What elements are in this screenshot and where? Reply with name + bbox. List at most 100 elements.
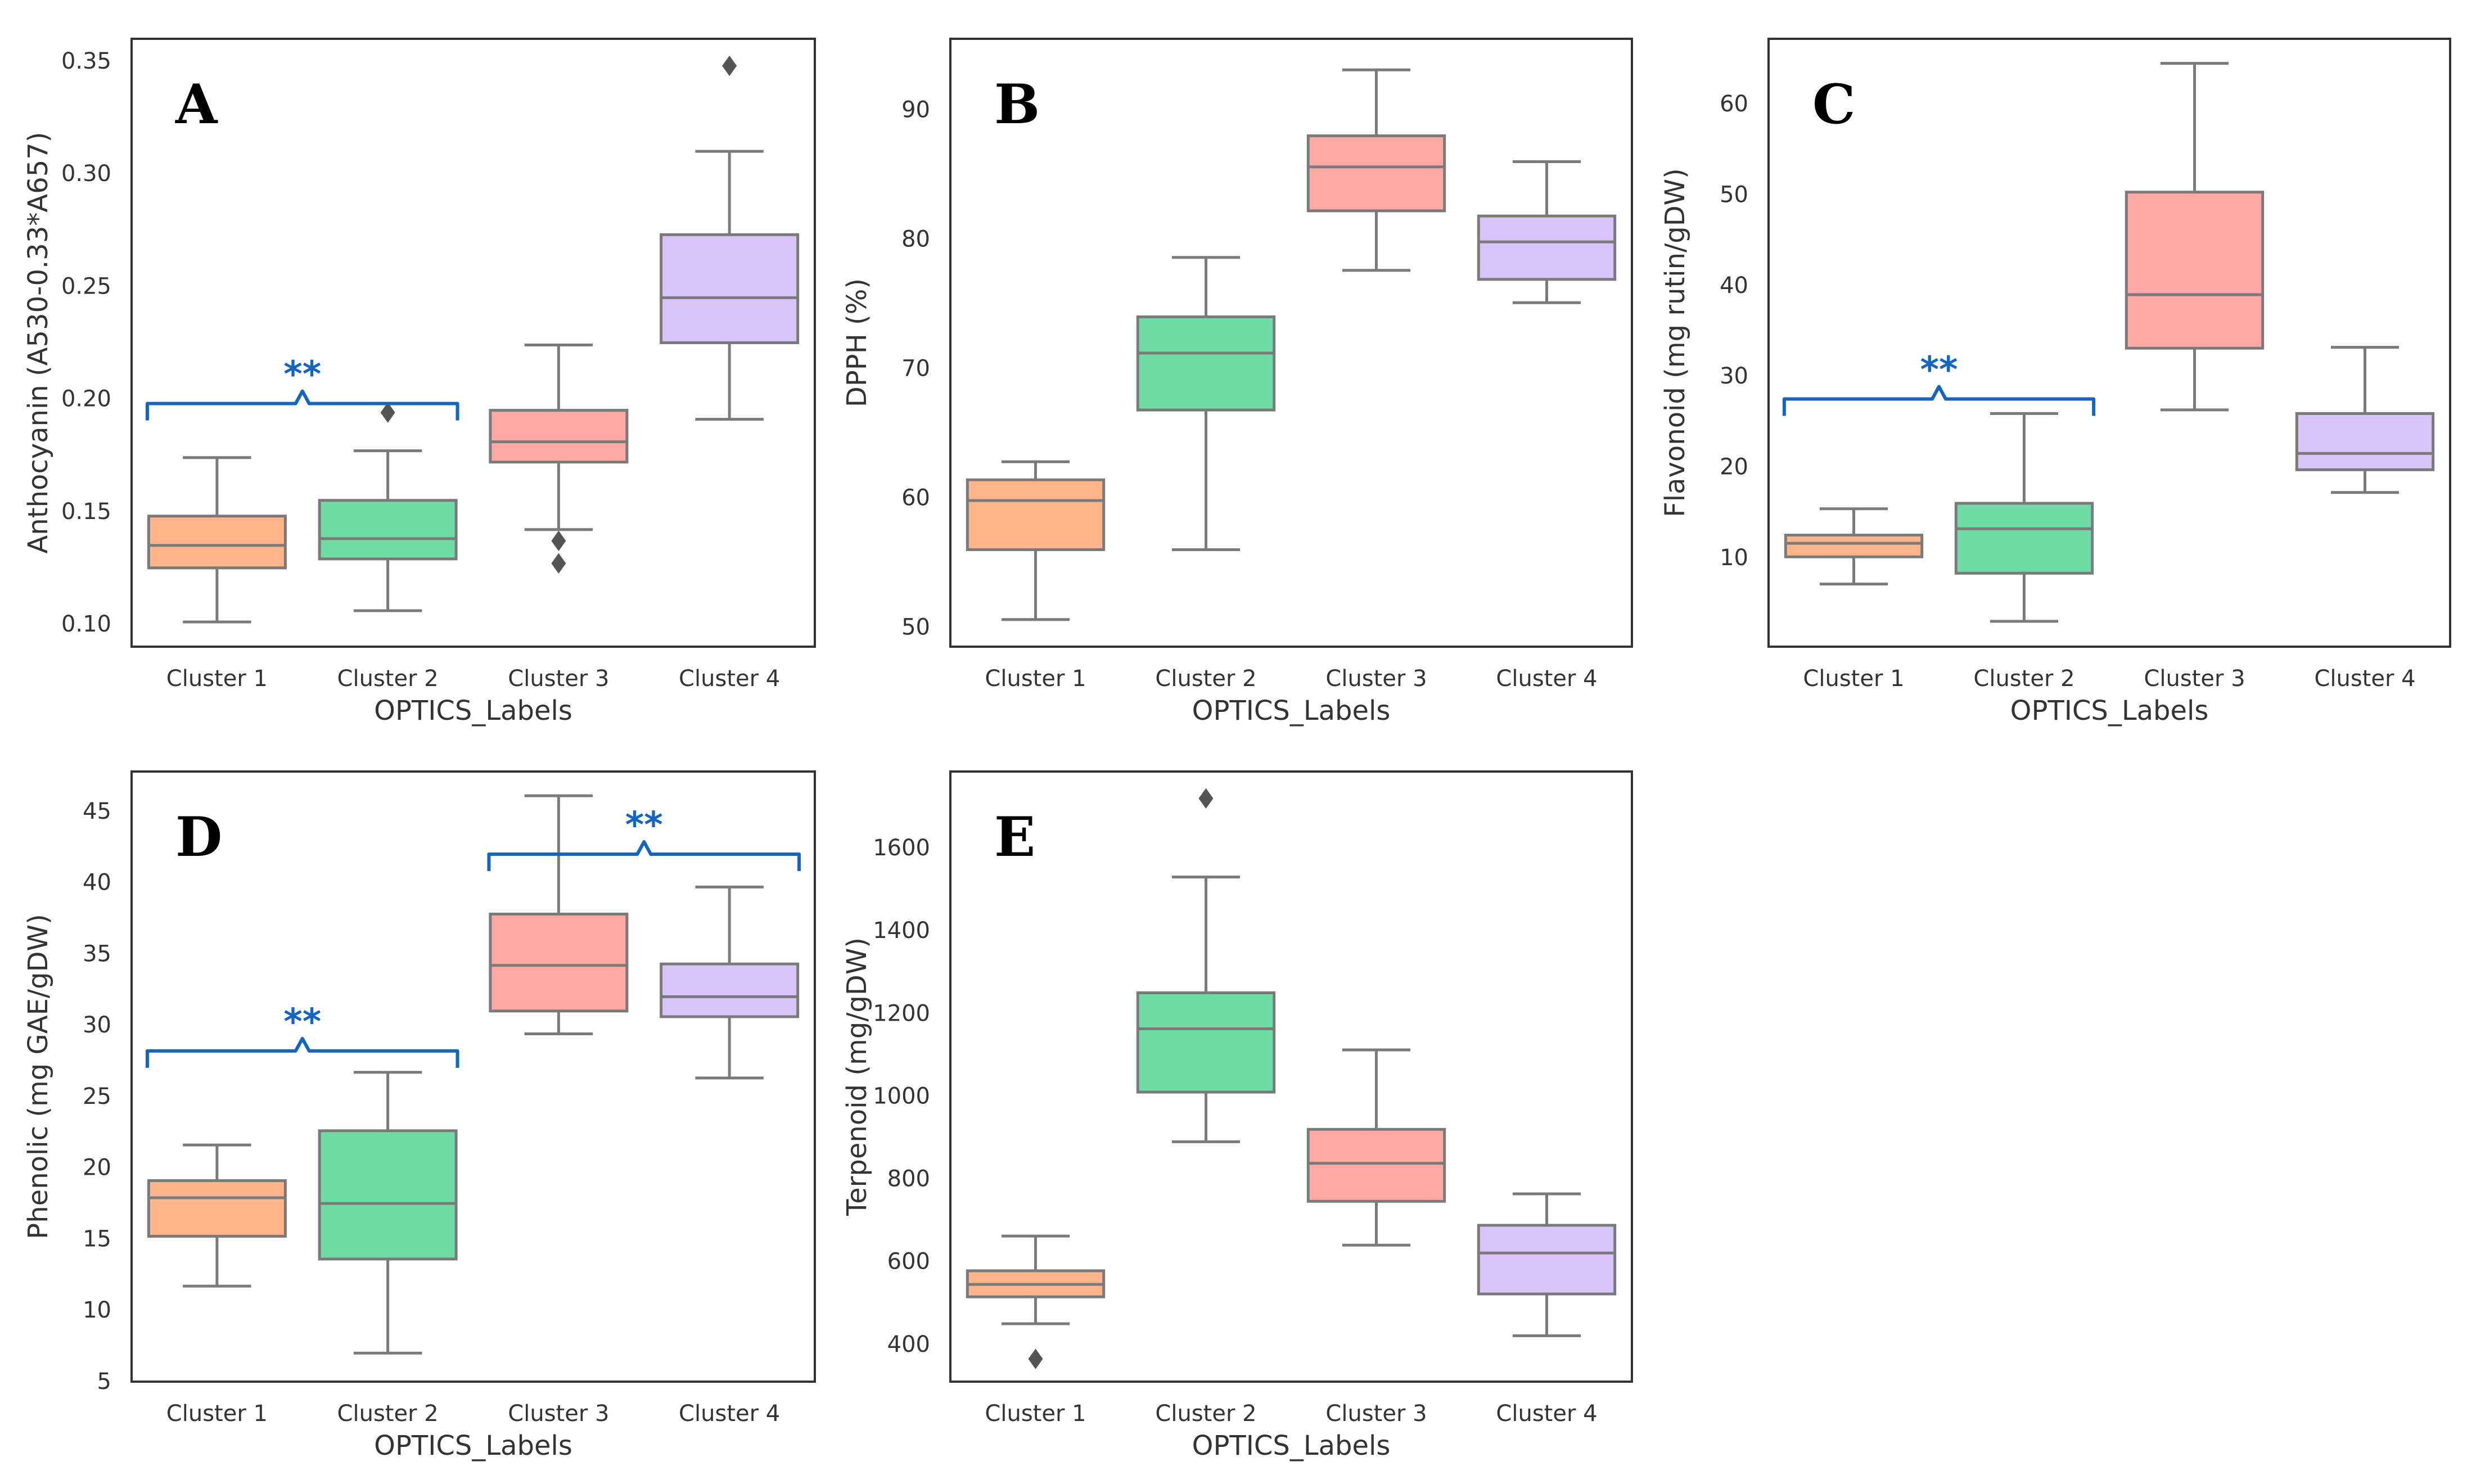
bracket-line <box>145 1036 459 1068</box>
iqr-box <box>1136 991 1276 1094</box>
x-tick-label: Cluster 1 <box>166 666 268 692</box>
y-tick-label: 45 <box>83 799 111 824</box>
significance-label: ** <box>1920 350 1958 391</box>
box-1 <box>966 460 1106 621</box>
y-axis-label: Phenolic (mg GAE/gDW) <box>22 914 54 1239</box>
outlier-point <box>1028 1348 1043 1369</box>
y-tick-label: 1200 <box>873 1000 930 1026</box>
panel-b: 50 60 70 80 90 Cluster 1 Cluster 2 Cluster 3 Clu… <box>841 38 1633 727</box>
panel-letter: A <box>175 73 218 136</box>
box-1 <box>147 456 287 624</box>
x-axis-label: OPTICS_Labels <box>374 695 572 727</box>
y-tick-label: 1600 <box>873 835 930 861</box>
plot-frame <box>949 770 1633 1383</box>
y-tick-label: 0.25 <box>61 273 111 299</box>
y-tick-label: 90 <box>901 97 930 123</box>
plot-frame <box>130 38 816 648</box>
y-tick-label: 40 <box>1720 273 1748 299</box>
x-tick-label: Cluster 4 <box>1496 1401 1597 1427</box>
panel-a: 0.10 0.15 0.20 0.25 0.30 0.35 Cluster 1 Cluster… <box>22 38 816 727</box>
box-3 <box>489 794 629 1035</box>
y-tick-label: 0.35 <box>61 48 111 74</box>
x-tick-label: Cluster 3 <box>2144 666 2245 692</box>
panel-letter: D <box>175 805 222 869</box>
y-tick-label: 50 <box>901 615 930 640</box>
iqr-box <box>1306 134 1446 213</box>
y-tick-label: 20 <box>1720 454 1748 480</box>
box-3 <box>2125 62 2265 412</box>
iqr-box <box>1306 1127 1446 1203</box>
y-tick-label: 0.10 <box>61 611 111 637</box>
x-tick-label: Cluster 3 <box>508 1401 609 1427</box>
panel-e: 400 600 800 1000 1200 1400 1600 Cluster 1 Cluste… <box>841 770 1633 1462</box>
y-tick-label: 1400 <box>873 918 930 944</box>
y-tick-label: 60 <box>1720 91 1748 117</box>
y-tick-label: 600 <box>887 1249 930 1275</box>
box-2 <box>1954 412 2094 623</box>
iqr-box <box>2295 412 2435 471</box>
iqr-box <box>660 233 800 345</box>
x-tick-label: Cluster 4 <box>679 666 780 692</box>
panel-letter: E <box>994 805 1035 869</box>
y-tick-label: 50 <box>1720 182 1748 208</box>
y-axis-label: DPPH (%) <box>841 278 873 407</box>
y-tick-label: 400 <box>887 1332 930 1357</box>
iqr-box <box>147 515 287 570</box>
y-tick-label: 70 <box>901 356 930 382</box>
box-2 <box>1136 256 1276 551</box>
iqr-box <box>318 499 458 561</box>
y-tick-label: 0.20 <box>61 386 111 412</box>
y-tick-label: 0.30 <box>61 161 111 187</box>
y-tick-label: 10 <box>1720 545 1748 571</box>
y-tick-label: 25 <box>83 1084 111 1109</box>
outlier-point <box>551 530 566 552</box>
significance-label: ** <box>625 805 663 846</box>
iqr-box <box>1954 502 2094 575</box>
box-2 <box>1136 788 1276 1143</box>
bracket-line <box>487 840 801 872</box>
box-4 <box>660 55 800 421</box>
outlier-point <box>1198 788 1214 809</box>
iqr-box <box>1784 534 1924 558</box>
x-tick-label: Cluster 1 <box>1803 666 1904 692</box>
x-tick-label: Cluster 2 <box>337 1401 439 1427</box>
iqr-box <box>1477 214 1617 281</box>
y-tick-label: 80 <box>901 227 930 252</box>
y-tick-label: 0.15 <box>61 499 111 525</box>
iqr-box <box>489 409 629 464</box>
outlier-point <box>551 553 566 574</box>
y-tick-label: 1000 <box>873 1083 930 1109</box>
x-tick-label: Cluster 4 <box>2314 666 2415 692</box>
x-tick-label: Cluster 2 <box>1155 666 1256 692</box>
plot-frame <box>1767 38 2451 648</box>
x-axis-label: OPTICS_Labels <box>1192 1430 1391 1462</box>
y-tick-label: 10 <box>83 1297 111 1323</box>
x-axis-label: OPTICS_Labels <box>1192 695 1391 727</box>
x-tick-label: Cluster 1 <box>985 666 1086 692</box>
y-axis-label: Terpenoid (mg/gDW) <box>841 937 873 1216</box>
y-tick-label: 30 <box>1720 363 1748 389</box>
box-2 <box>318 1071 458 1355</box>
panel-c: 10 20 30 40 50 60 Cluster 1 Cluster 2 Cluster 3 C… <box>1659 38 2451 727</box>
bracket-line <box>1782 385 2096 416</box>
box-3 <box>1306 1048 1446 1247</box>
iqr-box <box>318 1129 458 1261</box>
box-1 <box>1784 507 1924 586</box>
significance-bracket: ** <box>487 805 801 872</box>
iqr-box <box>1136 315 1276 412</box>
panel-d: 5 10 15 20 25 30 35 40 45 Cluster 1 Cluster 2 Clust… <box>22 770 816 1462</box>
x-tick-label: Cluster 2 <box>1973 666 2074 692</box>
iqr-box <box>966 478 1106 551</box>
y-tick-label: 30 <box>83 1012 111 1038</box>
y-axis-label: Flavonoid (mg rutin/gDW) <box>1659 168 1691 517</box>
iqr-box <box>660 962 800 1018</box>
x-tick-label: Cluster 1 <box>166 1401 268 1427</box>
x-tick-label: Cluster 3 <box>508 666 609 692</box>
box-1 <box>966 1234 1106 1369</box>
iqr-box <box>489 913 629 1013</box>
y-tick-label: 5 <box>97 1369 111 1395</box>
significance-bracket: ** <box>145 1002 459 1068</box>
x-axis-label: OPTICS_Labels <box>2010 695 2209 727</box>
y-tick-label: 35 <box>83 941 111 967</box>
